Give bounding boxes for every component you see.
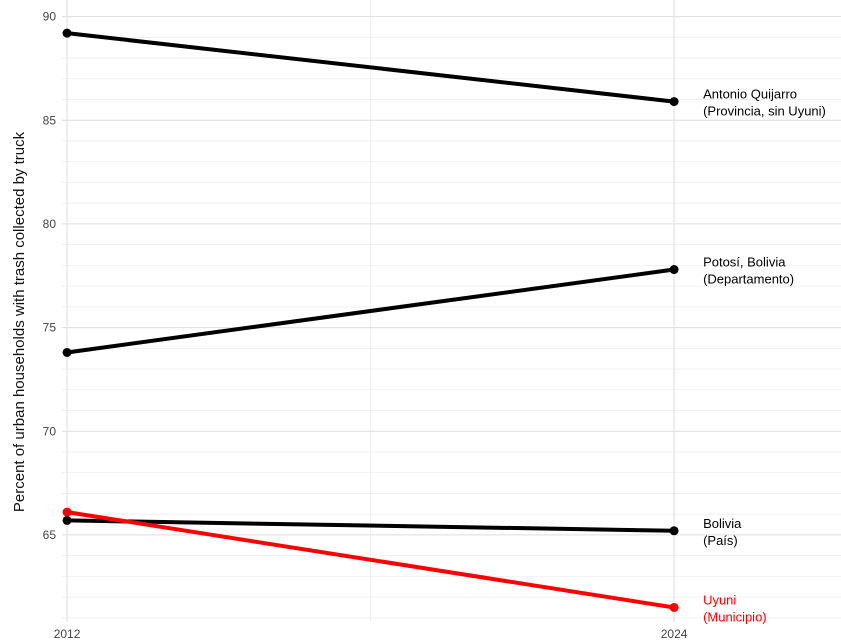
series-line xyxy=(65,518,677,533)
data-point xyxy=(669,265,679,275)
y-tick-label: 80 xyxy=(43,217,57,231)
y-tick-label: 65 xyxy=(43,528,57,542)
series-label: (Departamento) xyxy=(703,272,794,287)
series-label: (Provincia, sin Uyuni) xyxy=(703,104,826,119)
data-point xyxy=(669,602,679,612)
series-layer xyxy=(62,28,679,612)
series-label: Antonio Quijarro xyxy=(703,87,797,102)
data-point xyxy=(62,515,72,525)
data-point xyxy=(669,97,679,107)
y-axis-title: Percent of urban households with trash c… xyxy=(11,131,28,512)
data-point xyxy=(62,347,72,357)
series-line xyxy=(65,267,677,355)
series-label: (País) xyxy=(703,533,738,548)
y-tick-label: 75 xyxy=(43,321,57,335)
series-label: Bolivia xyxy=(703,516,742,531)
x-axis-tick-labels: 2012 2024 xyxy=(54,627,688,640)
y-axis-tick-labels: 65 70 75 80 85 90 xyxy=(43,10,57,542)
y-tick-label: 85 xyxy=(43,113,57,127)
y-tick-label: 90 xyxy=(43,10,57,24)
series-label: Uyuni xyxy=(703,592,736,607)
series-labels: Antonio Quijarro (Provincia, sin Uyuni) Po… xyxy=(703,87,826,625)
series-line xyxy=(65,510,677,610)
series-line xyxy=(65,31,677,104)
x-tick-label: 2012 xyxy=(54,627,81,640)
series-label: Potosí, Bolivia xyxy=(703,255,786,270)
data-point xyxy=(62,507,72,517)
series-label: (Municipio) xyxy=(703,609,767,624)
data-point xyxy=(62,28,72,38)
x-tick-label: 2024 xyxy=(661,627,688,640)
data-point xyxy=(669,526,679,536)
y-tick-label: 70 xyxy=(43,424,57,438)
